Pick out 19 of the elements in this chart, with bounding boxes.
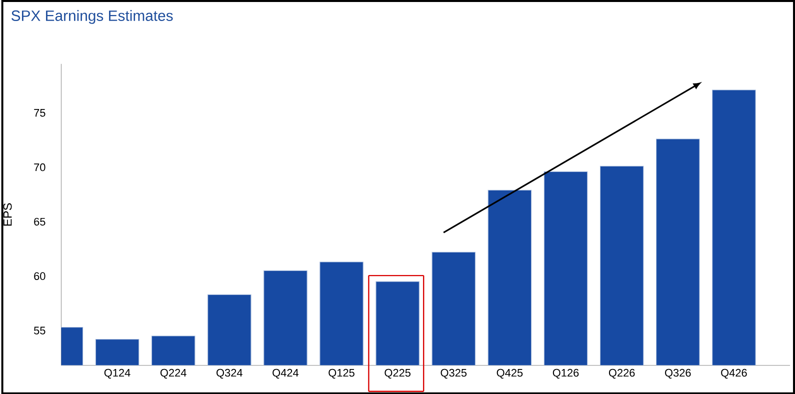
x-tick-label: Q425 (496, 368, 523, 378)
x-tick-label: Q424 (272, 368, 299, 378)
y-tick-label: 60 (34, 272, 46, 280)
x-tick-label: Q224 (160, 368, 186, 378)
x-tick-label: Q226 (608, 368, 635, 378)
x-tick-label: Q324 (216, 368, 242, 378)
y-axis-title: EPS (3, 203, 12, 226)
chart-title: SPX Earnings Estimates (11, 10, 173, 24)
x-tick-label: Q125 (328, 368, 354, 378)
x-tick-label: Q124 (104, 368, 130, 378)
y-tick-label: 55 (34, 326, 46, 334)
x-tick-label: Q225 (384, 368, 410, 378)
x-tick-label: Q326 (665, 368, 691, 378)
y-tick-label: 65 (34, 218, 46, 226)
x-tick-label: Q426 (721, 368, 747, 378)
y-tick-label: 70 (34, 163, 46, 171)
x-tick-label: Q126 (552, 368, 579, 378)
y-tick-label: 75 (34, 108, 46, 117)
x-tick-label: Q325 (440, 368, 467, 378)
